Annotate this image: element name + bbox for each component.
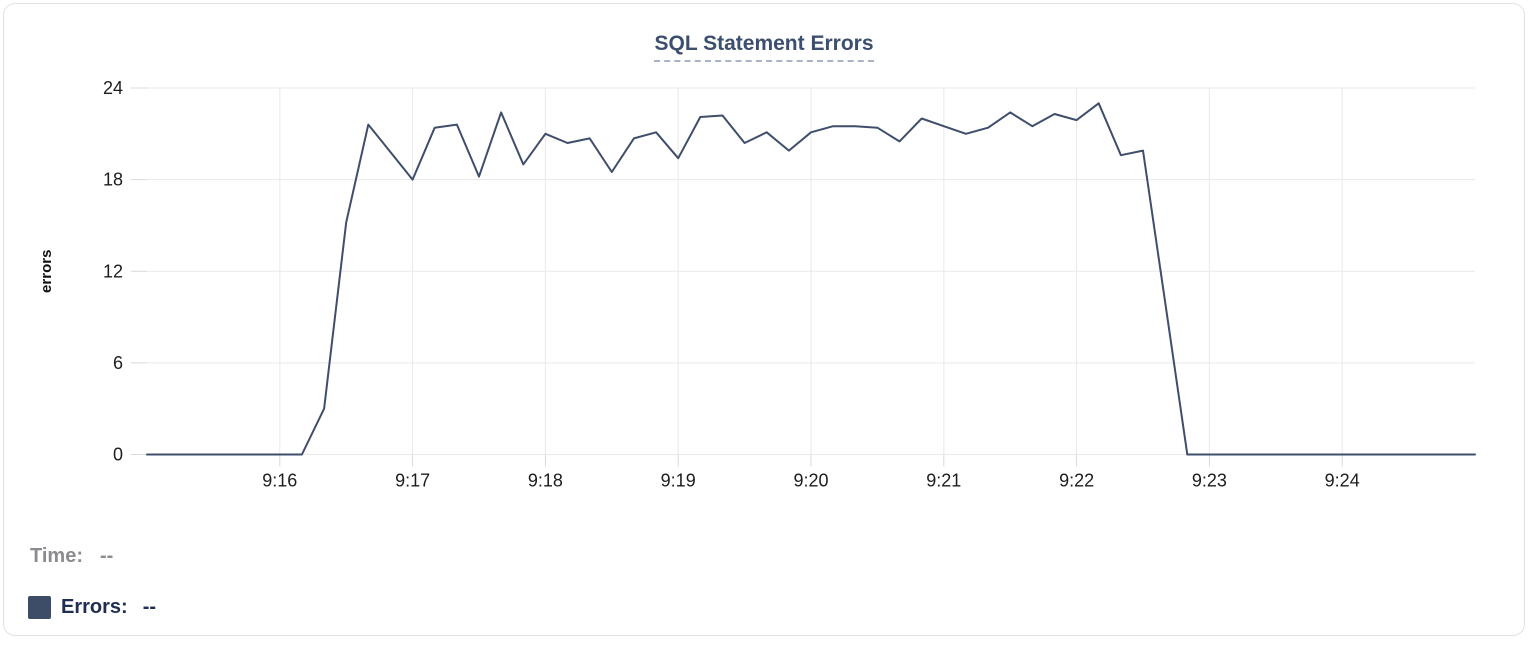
x-tick-label: 9:19 [661, 471, 696, 491]
x-tick-label: 9:16 [262, 471, 297, 491]
x-tick-label: 9:23 [1192, 471, 1227, 491]
y-tick-label: 12 [103, 261, 123, 281]
errors-series-swatch-icon [28, 596, 51, 619]
legend-time-label: Time: [30, 545, 83, 567]
errors-series-line[interactable] [146, 102, 1476, 456]
x-tick-label: 9:17 [395, 471, 430, 491]
legend-errors-value: -- [142, 596, 157, 618]
legend-time-value: -- [99, 545, 114, 567]
y-tick-label: 6 [113, 353, 123, 373]
legend-errors-row[interactable]: Errors: -- [28, 596, 156, 619]
chart-plot-area[interactable]: 0 6 12 18 24 9:16 9:17 9:18 9:19 9:20 9:21 9:22 9:23… [4, 4, 1528, 514]
x-tick-label: 9:20 [793, 471, 828, 491]
chart-title-container: SQL Statement Errors [4, 32, 1524, 62]
legend-errors-label: Errors: [61, 596, 128, 618]
x-tick-label: 9:24 [1325, 471, 1360, 491]
y-tick-label: 18 [103, 170, 123, 190]
x-tick-label: 9:21 [926, 471, 961, 491]
y-axis-title: errors [38, 250, 55, 293]
y-tick-label: 24 [103, 78, 123, 98]
y-tick-label: 0 [113, 445, 123, 465]
chart-card: SQL Statement Errors 0 6 12 18 24 9:16 9:17 9:1… [3, 3, 1525, 636]
x-tick-label: 9:22 [1059, 471, 1094, 491]
x-tick-label: 9:18 [528, 471, 563, 491]
chart-title[interactable]: SQL Statement Errors [654, 32, 874, 62]
legend-time-row: Time: -- [30, 545, 113, 568]
